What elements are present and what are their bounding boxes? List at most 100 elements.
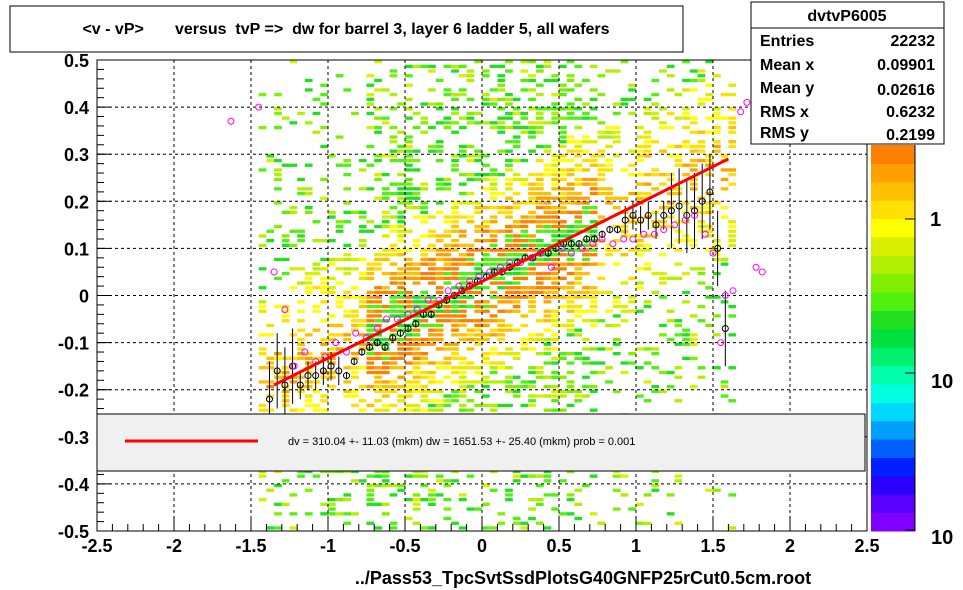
heat-cell [358,187,367,191]
heat-cell [628,295,636,299]
heat-cell [458,215,467,219]
heat-cell [566,243,575,247]
heat-cell [474,173,482,177]
heat-cell [582,295,590,299]
heat-cell [612,323,621,328]
heat-cell [528,286,536,290]
profile-point-magenta [424,296,432,304]
profile-point-black [319,367,327,375]
heat-cell [451,239,459,243]
heat-cell [435,389,444,393]
heat-cell [543,342,552,346]
heat-cell [258,286,267,290]
heat-cell [405,498,413,502]
heat-cell [389,158,398,163]
heat-cell [551,78,559,83]
heat-cell [535,191,544,196]
heat-cell [643,248,652,252]
profile-point-magenta [383,315,391,323]
heat-cell [697,220,706,224]
heat-cell [589,304,598,309]
heat-cell [589,370,598,375]
profile-point-magenta [737,108,745,116]
heat-cell [528,516,536,521]
heat-cell [551,389,559,393]
heat-cell [451,314,459,318]
palette-swatch [871,200,915,219]
heat-cell [689,163,698,167]
heat-cell [381,309,390,313]
heat-cell [713,130,721,134]
heat-cell [374,60,382,64]
heat-cell [381,187,390,191]
heat-cell [497,328,506,332]
heat-cell [458,243,467,247]
heat-cell [589,206,598,210]
heat-cell [458,149,467,153]
heat-cell [705,206,713,210]
heat-cell [497,121,506,125]
heat-cell [551,257,559,262]
heat-cell [512,328,521,332]
heat-cell [682,220,690,224]
heat-cell [497,116,506,120]
heat-cell [443,182,452,186]
heat-cell [589,309,598,313]
heat-cell [582,361,590,365]
heat-cell [412,271,421,276]
heat-cell [620,60,629,64]
heat-cell [374,399,382,403]
heat-cell [535,187,544,191]
profile-point-magenta [506,259,514,267]
heat-cell [535,253,544,257]
heat-cell [682,140,690,144]
x-tick-label: 2.5 [854,536,879,556]
heat-cell [466,271,475,276]
heat-cell [482,356,490,360]
heat-cell [574,502,583,506]
heat-cell [505,177,513,182]
heat-cell [482,300,490,304]
heat-cell [458,144,467,149]
heat-cell [451,130,459,134]
heat-cell [559,191,567,196]
heat-cell [366,333,375,337]
heat-cell [520,177,529,182]
heat-cell [612,69,621,73]
heat-cell [612,342,621,346]
heat-cell [297,229,305,233]
heat-cell [443,271,452,276]
heat-cell [358,408,367,412]
heat-cell [274,512,282,516]
heat-cell [274,173,282,177]
heat-cell [482,352,490,356]
heat-cell [551,239,559,243]
heat-cell [405,342,413,346]
heat-cell [597,121,606,125]
heat-cell [474,201,482,205]
palette-swatch [871,494,915,514]
heat-cell [443,262,452,266]
heat-cell [559,229,567,233]
heat-cell [689,356,698,360]
heat-cell [574,116,583,120]
heat-cell [551,271,559,276]
heat-cell [274,224,282,229]
heat-cell [543,319,552,323]
heat-cell [559,352,567,356]
heat-cell [512,474,521,478]
heat-cell [389,328,398,332]
heat-cell [651,479,660,483]
heat-cell [497,210,506,214]
palette-swatch [871,384,915,403]
heat-cell [589,220,598,224]
heat-cell [389,526,398,530]
heat-cell [543,375,552,379]
heat-cell [566,88,575,92]
heat-cell [297,385,305,389]
heat-cell [405,394,413,398]
heat-cell [412,385,421,389]
heat-cell [412,276,421,280]
profile-point-black [637,216,645,224]
heat-cell [381,173,390,177]
